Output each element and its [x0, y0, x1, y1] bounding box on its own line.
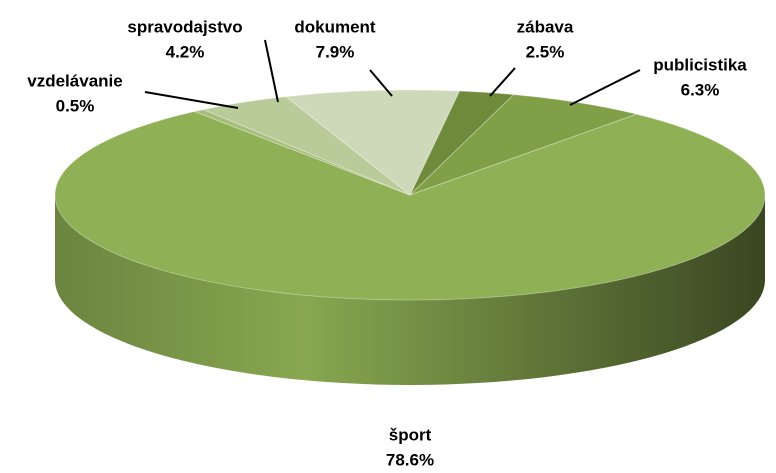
slice-label: spravodajstvo [127, 17, 242, 36]
pie-slice [192, 109, 411, 196]
slice-value: 78.6% [386, 450, 434, 468]
slice-value: 7.9% [316, 42, 355, 61]
slice-label: vzdelávanie [27, 71, 122, 90]
leader-line [569, 69, 641, 106]
slice-value: 2.5% [526, 42, 565, 61]
pie-slice [201, 96, 411, 196]
slice-label: zábava [517, 17, 574, 36]
slice-value: 0.5% [56, 96, 95, 115]
pie-slice [409, 94, 639, 196]
pie-slice [54, 111, 766, 301]
leader-line [144, 91, 239, 109]
leader-line [264, 39, 279, 103]
pie-slice [409, 90, 515, 196]
slice-label: publicistika [653, 55, 747, 74]
pie-slice [284, 89, 461, 196]
slice-value: 4.2% [166, 42, 205, 61]
side-shade [55, 195, 765, 385]
pie-sides [55, 195, 765, 385]
slice-label: šport [389, 425, 432, 444]
slice-label: dokument [294, 17, 376, 36]
labels: zábava 2.5% publicistika 6.3% šport 78.6% vzde… [27, 17, 747, 469]
leader-line [369, 69, 393, 97]
slice-value: 6.3% [681, 80, 720, 99]
pie-tops [54, 89, 766, 301]
leader-line [489, 67, 516, 97]
